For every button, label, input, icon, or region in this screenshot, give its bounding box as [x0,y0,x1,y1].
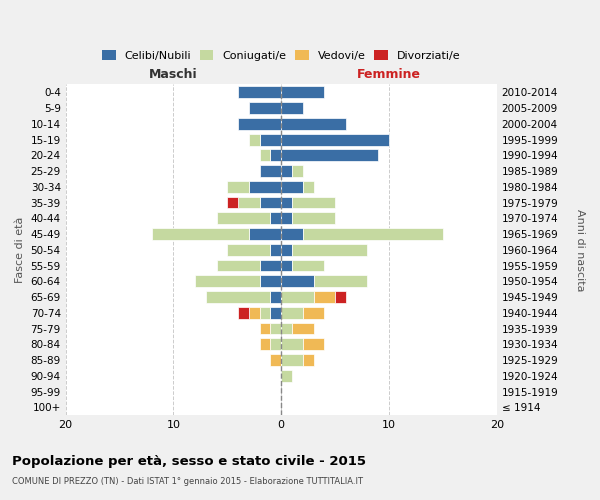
Bar [281,244,292,256]
Bar [249,181,281,192]
Bar [292,322,314,334]
Text: Femmine: Femmine [357,68,421,82]
Bar [314,276,367,287]
Y-axis label: Fasce di età: Fasce di età [15,216,25,283]
Bar [271,291,281,303]
Bar [281,338,303,350]
Bar [314,291,335,303]
Bar [227,244,271,256]
Bar [292,212,335,224]
Bar [238,307,249,318]
Bar [303,307,325,318]
Bar [281,307,303,318]
Bar [249,307,260,318]
Bar [260,150,271,162]
Bar [217,260,260,272]
Bar [260,165,281,177]
Bar [281,134,389,145]
Bar [281,212,292,224]
Bar [249,102,281,114]
Bar [281,276,314,287]
Bar [281,181,303,192]
Bar [271,307,281,318]
Bar [292,244,367,256]
Bar [271,354,281,366]
Bar [335,291,346,303]
Bar [238,86,281,99]
Bar [238,196,260,208]
Bar [271,338,281,350]
Bar [227,181,249,192]
Bar [260,134,281,145]
Bar [281,196,292,208]
Bar [217,212,271,224]
Bar [281,86,325,99]
Text: COMUNE DI PREZZO (TN) - Dati ISTAT 1° gennaio 2015 - Elaborazione TUTTITALIA.IT: COMUNE DI PREZZO (TN) - Dati ISTAT 1° ge… [12,478,363,486]
Bar [281,228,303,240]
Bar [281,260,292,272]
Bar [271,244,281,256]
Bar [227,196,238,208]
Bar [281,370,292,382]
Bar [303,181,314,192]
Bar [249,228,281,240]
Bar [292,196,335,208]
Bar [303,228,443,240]
Bar [281,165,292,177]
Bar [303,354,314,366]
Bar [260,196,281,208]
Bar [281,354,303,366]
Bar [292,165,303,177]
Bar [260,338,271,350]
Bar [281,322,292,334]
Bar [260,307,271,318]
Bar [303,338,325,350]
Bar [260,322,271,334]
Bar [152,228,249,240]
Bar [238,118,281,130]
Bar [271,150,281,162]
Text: Maschi: Maschi [149,68,198,82]
Text: Popolazione per età, sesso e stato civile - 2015: Popolazione per età, sesso e stato civil… [12,455,366,468]
Bar [206,291,271,303]
Bar [271,212,281,224]
Bar [281,118,346,130]
Bar [195,276,260,287]
Y-axis label: Anni di nascita: Anni di nascita [575,208,585,291]
Bar [281,102,303,114]
Legend: Celibi/Nubili, Coniugati/e, Vedovi/e, Divorziati/e: Celibi/Nubili, Coniugati/e, Vedovi/e, Di… [99,47,463,64]
Bar [281,150,378,162]
Bar [260,276,281,287]
Bar [292,260,325,272]
Bar [281,291,314,303]
Bar [249,134,260,145]
Bar [271,322,281,334]
Bar [260,260,281,272]
